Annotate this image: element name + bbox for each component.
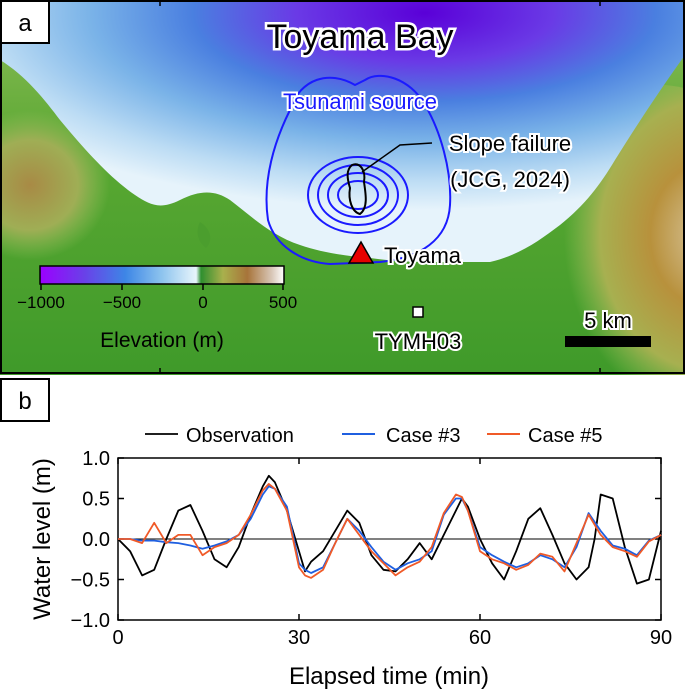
legend-label-case5: Case #5 xyxy=(528,425,603,447)
toyama-triangle-marker xyxy=(347,240,375,264)
jcg-citation-label: (JCG, 2024) xyxy=(450,167,570,192)
water-level-chart: b Observation Case #3 Case #5 1.0 0.5 0.0 −… xyxy=(0,378,672,690)
coast-inlet xyxy=(197,222,211,248)
colorbar-title: Elevation (m) xyxy=(100,329,224,352)
slope-failure-outline xyxy=(346,163,367,216)
x-tick-label: 30 xyxy=(288,627,310,649)
series-group xyxy=(117,474,662,585)
toyama-label: Toyama xyxy=(384,243,462,268)
slope-failure-leader xyxy=(361,142,433,173)
y-tick-label: 1.0 xyxy=(82,448,110,470)
tsunami-source-outline xyxy=(265,75,452,266)
colorbar-tick-label: −1000 xyxy=(17,293,65,312)
x-axis-label: Elapsed time (min) xyxy=(289,663,489,690)
mountain-west xyxy=(0,110,110,260)
slope-failure-label: Slope failure xyxy=(449,131,571,156)
panel-a-label-box xyxy=(0,0,50,44)
tymh03-label: TYMH03 xyxy=(375,329,462,354)
panel-b-label-box xyxy=(0,378,50,422)
colorbar-tick-label: 500 xyxy=(269,293,297,312)
legend-label-case3: Case #3 xyxy=(386,425,461,447)
colorbar-tick-label: −500 xyxy=(103,293,141,312)
legend: Observation Case #3 Case #5 xyxy=(145,425,603,447)
y-tick-label: 0.5 xyxy=(82,489,110,511)
series-line-observation xyxy=(117,474,662,585)
colorbar-tick-label: 0 xyxy=(198,293,207,312)
colorbar-ticks xyxy=(40,284,284,290)
x-tick-label: 0 xyxy=(112,627,123,649)
scale-bar xyxy=(565,336,651,347)
y-axis: 1.0 0.5 0.0 −0.5 −1.0 xyxy=(71,448,661,632)
map-panel: −1000 −500 0 500 Elevation (m) Toyama Ba… xyxy=(0,0,685,375)
y-axis-label: Water level (m) xyxy=(29,458,56,620)
panel-b-label: b xyxy=(18,388,31,415)
colorbar xyxy=(39,265,285,285)
y-tick-label: −0.5 xyxy=(71,570,110,592)
x-tick-label: 90 xyxy=(650,627,672,649)
series-line-case-3 xyxy=(118,485,662,574)
tymh03-square-marker xyxy=(412,306,424,318)
panel-a-label: a xyxy=(18,10,32,37)
tsunami-source-label: Tsunami source xyxy=(283,89,437,114)
scale-bar-label: 5 km xyxy=(584,308,632,333)
x-axis: 0 30 60 90 xyxy=(112,458,672,649)
y-tick-label: −1.0 xyxy=(71,610,110,632)
series-line-case-5 xyxy=(118,483,662,579)
map-frame-ticks xyxy=(159,0,601,374)
x-tick-label: 60 xyxy=(469,627,491,649)
legend-label-observation: Observation xyxy=(186,425,294,447)
sea-area xyxy=(0,0,685,262)
toyama-bay-label: Toyama Bay xyxy=(266,18,453,56)
y-tick-label: 0.0 xyxy=(82,529,110,551)
map-labels: Toyama Bay Tsunami source Slope failure … xyxy=(264,16,634,357)
map-frame xyxy=(0,0,685,374)
